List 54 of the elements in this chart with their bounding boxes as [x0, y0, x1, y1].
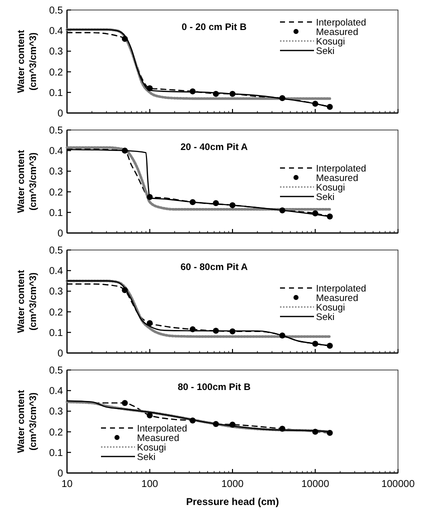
y-tick-label: 0.2: [49, 67, 64, 78]
text: 80 - 100cm Pit B: [178, 382, 251, 393]
y-tick-label: 0.5: [49, 126, 64, 136]
x-tick-label: 100000: [381, 479, 416, 490]
y-axis-title: Water content (cm^3/cm^3): [16, 29, 39, 93]
x-tick-label: 10000: [301, 479, 330, 490]
legend-label: Measured: [137, 433, 180, 444]
x-tick-label: 10: [61, 479, 73, 490]
text: 20 - 40cm Pit A: [180, 142, 248, 153]
legend-label: Kosugi: [316, 302, 346, 314]
y-tick-label: 0.2: [49, 307, 64, 318]
y-tick-label: 0.1: [49, 328, 64, 339]
y-axis-title: Water content (cm^3/cm^3): [16, 389, 39, 453]
y-axis-title: Water content (cm^3/cm^3): [16, 149, 39, 213]
y-tick-label: 0.4: [49, 146, 64, 158]
y-tick-label: 0.5: [49, 366, 64, 376]
y-tick-label: 0.4: [49, 386, 64, 398]
legend-label: Kosugi: [316, 182, 346, 194]
y-tick-label: 0.3: [49, 46, 64, 58]
legend-label: Interpolated: [316, 284, 366, 294]
legend-label: Seki: [316, 46, 334, 57]
y-tick-label: 0.3: [49, 406, 64, 418]
y-tick-label: 0.1: [49, 448, 64, 459]
y-tick-label: 0.3: [49, 166, 64, 178]
legend-label: Kosugi: [316, 36, 346, 48]
y-tick-label: 0.1: [49, 88, 64, 99]
y-tick-label: 0.2: [49, 427, 64, 438]
legend-label: Seki: [316, 192, 334, 203]
legend-label: Measured: [316, 293, 358, 304]
y-tick-label: 0.4: [49, 26, 64, 38]
x-tick-label: 1000: [221, 479, 244, 490]
y-tick-label: 0: [57, 228, 64, 240]
y-tick-label: 0.5: [49, 6, 64, 16]
y-tick-label: 0.2: [49, 187, 64, 198]
y-tick-label: 0: [57, 468, 64, 480]
x-axis-title: Pressure head (cm): [186, 497, 279, 508]
y-tick-label: 0.1: [49, 208, 64, 219]
y-tick-label: 0: [57, 108, 64, 120]
legend-label: Interpolated: [316, 164, 366, 174]
legend-label: Seki: [316, 312, 334, 323]
y-tick-label: 0.3: [49, 286, 64, 298]
x-tick-label: 100: [141, 479, 159, 490]
y-tick-label: 0.4: [49, 266, 64, 278]
legend-label: Measured: [316, 173, 358, 184]
text: 60 - 80cm Pit A: [180, 262, 248, 273]
legend-label: Interpolated: [316, 18, 366, 28]
y-axis-title: Water content (cm^3/cm^3): [16, 269, 39, 333]
legend-label: Interpolated: [137, 424, 188, 434]
y-tick-label: 0.5: [49, 246, 64, 256]
legend-label: Seki: [137, 452, 156, 463]
legend-label: Measured: [316, 27, 358, 38]
text: 0 - 20 cm Pit B: [182, 22, 247, 33]
y-tick-label: 0: [57, 348, 64, 360]
legend-label: Kosugi: [137, 442, 166, 454]
